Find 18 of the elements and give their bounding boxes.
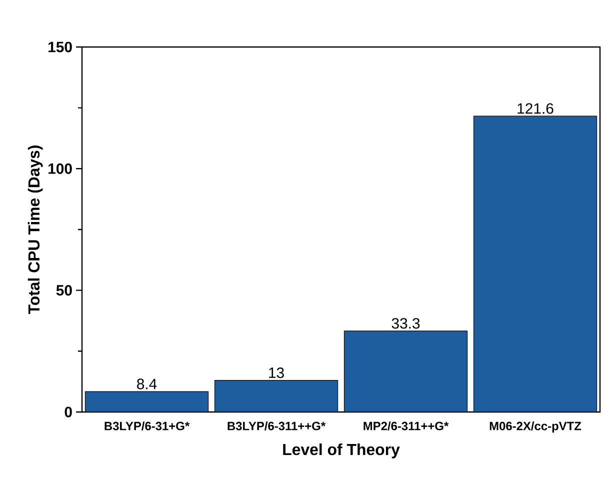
data-label: 8.4: [137, 378, 157, 390]
x-tick-label: B3LYP/6-311++G*: [228, 421, 326, 430]
bar: [214, 380, 338, 412]
y-tick-label: 100: [48, 163, 72, 174]
data-label: 121.6: [518, 103, 554, 114]
y-tick-label: 150: [48, 42, 72, 52]
bar: [473, 116, 598, 412]
data-label: 13: [269, 367, 284, 378]
data-label: 33.3: [392, 318, 420, 329]
x-axis-title: Level of Theory: [283, 443, 400, 458]
y-tick-label: 0: [64, 406, 72, 418]
x-tick-label: M06-2X/cc-pVTZ: [490, 421, 582, 433]
y-axis-title: Total CPU Time (Days): [28, 146, 43, 314]
y-tick-label: 50: [56, 285, 72, 296]
bar: [85, 392, 208, 412]
bar: [344, 330, 468, 412]
x-tick-label: B3LYP/6-31+G*: [104, 421, 190, 430]
x-tick-label: MP2/6-311++G*: [364, 421, 449, 430]
